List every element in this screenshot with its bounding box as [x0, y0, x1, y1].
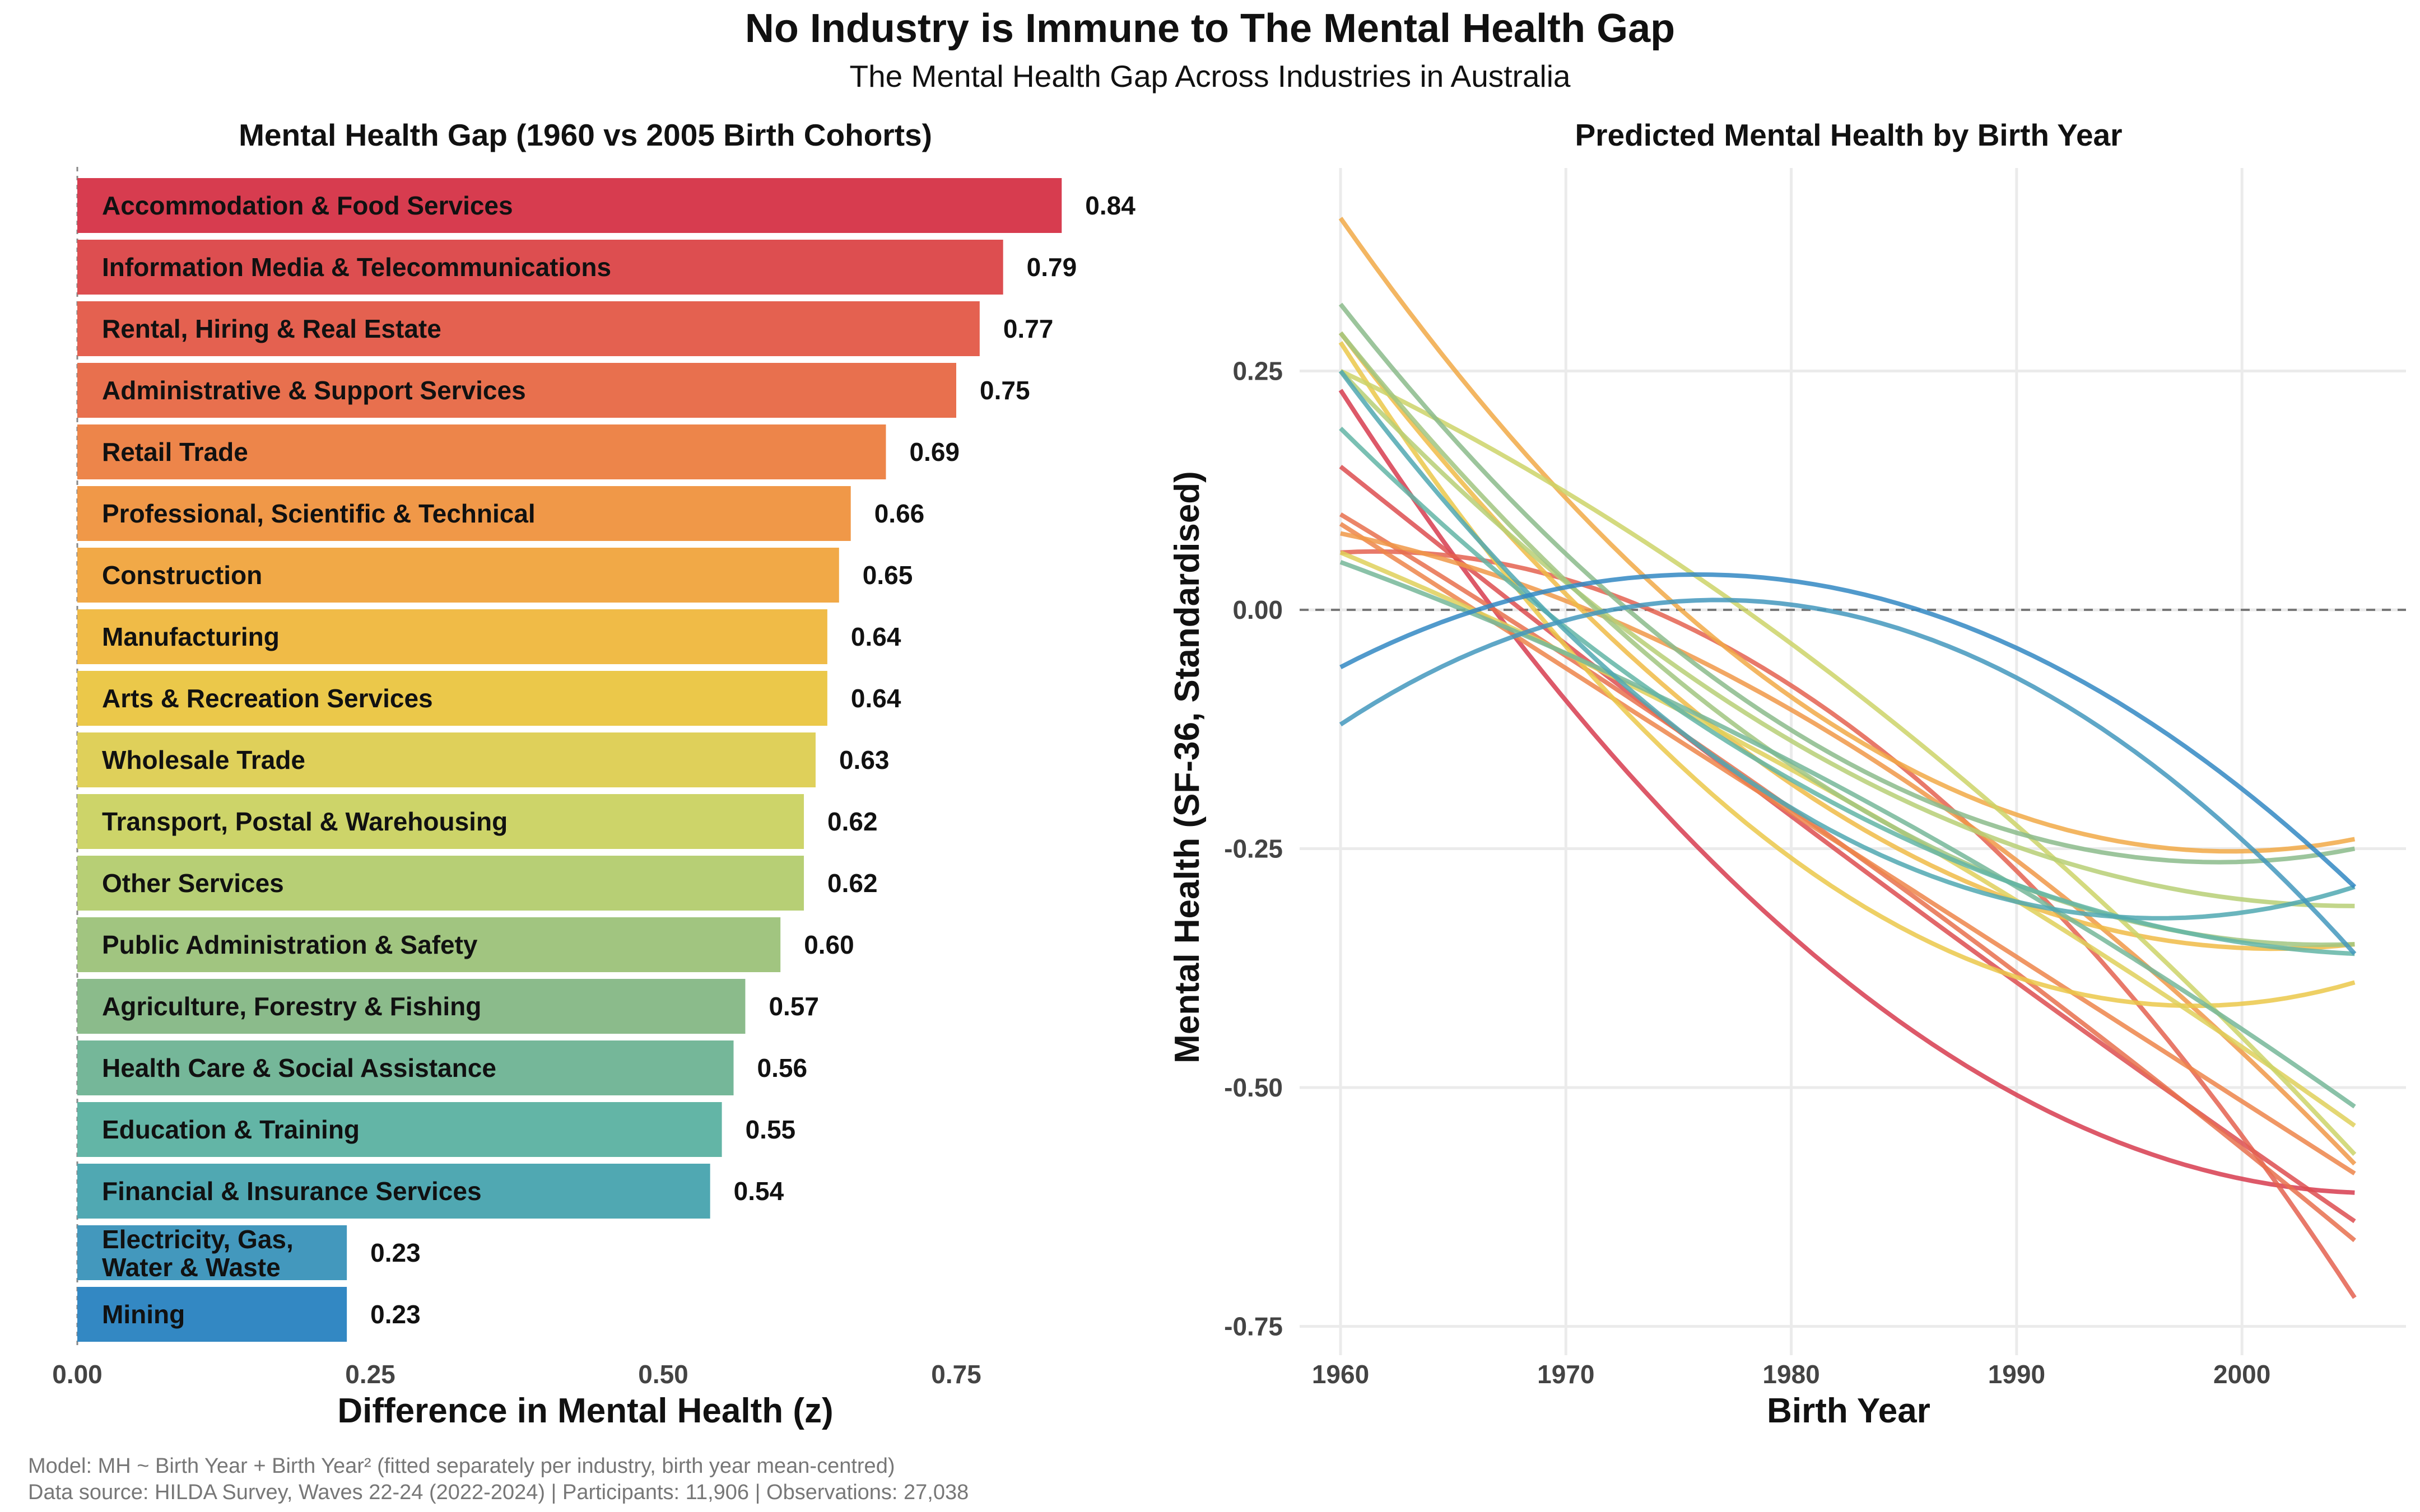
- bar-value-label: 0.55: [746, 1115, 796, 1144]
- bar-value-label: 0.60: [804, 930, 854, 959]
- bar-category-label: Manufacturing: [102, 622, 280, 651]
- bar-category-label: Information Media & Telecommunications: [102, 253, 611, 282]
- bar-category-label: Financial & Insurance Services: [102, 1177, 482, 1206]
- line-chart: 0.25 0.00 -0.25 -0.50 -0.75 1960 1970 1980 1990 2…: [1224, 168, 2406, 1389]
- x-tick-label: 1980: [1762, 1360, 1819, 1389]
- bar: [77, 240, 1003, 295]
- x-tick-label: 2000: [2213, 1360, 2270, 1389]
- footnote-source: Data source: HILDA Survey, Waves 22-24 (…: [28, 1481, 969, 1504]
- bar-value-label: 0.79: [1027, 253, 1077, 282]
- bar-category-label: Rental, Hiring & Real Estate: [102, 314, 441, 343]
- footnote-model: Model: MH ~ Birth Year + Birth Year² (fi…: [28, 1454, 895, 1478]
- bar-category-label: Arts & Recreation Services: [102, 684, 433, 713]
- bar: [77, 548, 839, 603]
- bar: [77, 301, 980, 356]
- bar-category-label: Professional, Scientific & Technical: [102, 499, 536, 528]
- bar-category-label: Other Services: [102, 869, 284, 898]
- bar-value-label: 0.75: [980, 376, 1030, 405]
- bar-value-label: 0.56: [757, 1053, 808, 1082]
- bar: [77, 178, 1062, 233]
- bar-chart-title: Mental Health Gap (1960 vs 2005 Birth Co…: [239, 118, 932, 152]
- x-tick-label: 1990: [1988, 1360, 2045, 1389]
- x-tick-label: 1960: [1312, 1360, 1369, 1389]
- bar: [77, 917, 781, 972]
- bar: [77, 732, 816, 787]
- x-tick-label: 0.25: [345, 1360, 395, 1389]
- series-line: [1339, 598, 2357, 955]
- x-tick-label: 0.00: [52, 1360, 103, 1389]
- bar: [77, 486, 851, 541]
- bar: [77, 1040, 734, 1095]
- bar-value-label: 0.64: [851, 622, 901, 651]
- series-line: [1338, 341, 2356, 1009]
- bar: [77, 1225, 347, 1280]
- series-line: [1339, 427, 2355, 956]
- y-tick-label: -0.50: [1224, 1073, 1283, 1102]
- bar-category-label: Public Administration & Safety: [102, 930, 478, 959]
- figure-title: No Industry is Immune to The Mental Heal…: [745, 6, 1675, 51]
- series-line: [1339, 368, 2357, 1156]
- bar: [77, 856, 804, 911]
- bar-x-axis-label: Difference in Mental Health (z): [337, 1392, 833, 1430]
- bar-value-label: 0.63: [839, 745, 890, 774]
- series-line: [1339, 522, 2356, 1175]
- bar: [77, 1102, 722, 1157]
- bar-category-label: Wholesale Trade: [102, 745, 305, 774]
- bar: [77, 424, 886, 479]
- line-y-axis-label: Mental Health (SF-36, Standardised): [1168, 471, 1207, 1063]
- bar-category-label-line: Electricity, Gas,: [102, 1225, 294, 1254]
- series-line: [1339, 369, 2355, 908]
- y-tick-label: -0.25: [1224, 834, 1283, 864]
- bar: [77, 671, 827, 726]
- bar: [77, 609, 827, 664]
- bar-value-label: 0.23: [370, 1300, 421, 1329]
- series-line: [1340, 549, 2357, 1299]
- bar: [77, 794, 804, 849]
- bar-value-label: 0.57: [769, 992, 819, 1021]
- bar-value-label: 0.84: [1085, 191, 1135, 220]
- series-line: [1338, 370, 2356, 921]
- bar-category-label: Education & Training: [102, 1115, 360, 1144]
- figure-subtitle: The Mental Health Gap Across Industries …: [849, 59, 1570, 94]
- x-tick-label: 0.75: [931, 1360, 981, 1389]
- bar-category-label: Retail Trade: [102, 437, 248, 466]
- series-line: [1339, 572, 2357, 889]
- bar: [77, 1287, 347, 1342]
- bar-value-label: 0.77: [1003, 314, 1054, 343]
- bar-value-label: 0.23: [370, 1238, 421, 1267]
- bar-chart: Accommodation & Food Services 0.84 Informa…: [52, 167, 1135, 1389]
- bar-category-label: Electricity, Gas, Water & Waste: [102, 1225, 294, 1282]
- bar-value-label: 0.62: [827, 869, 878, 898]
- line-x-axis-label: Birth Year: [1767, 1392, 1930, 1430]
- series-line: [1339, 559, 2356, 1109]
- x-tick-label: 1970: [1537, 1360, 1594, 1389]
- line-chart-title: Predicted Mental Health by Birth Year: [1575, 118, 2122, 152]
- x-tick-label: 0.50: [638, 1360, 688, 1389]
- bar: [77, 363, 956, 418]
- bar-category-label: Accommodation & Food Services: [102, 191, 513, 220]
- y-tick-label: 0.25: [1232, 357, 1283, 386]
- bar-category-label: Transport, Postal & Warehousing: [102, 807, 508, 836]
- series-line: [1339, 464, 2356, 1224]
- bar-category-label: Administrative & Support Services: [102, 376, 526, 405]
- bar-category-label: Health Care & Social Assistance: [102, 1053, 496, 1082]
- series-line: [1338, 217, 2356, 854]
- bar-category-label: Mining: [102, 1300, 185, 1329]
- bar-category-label: Construction: [102, 561, 262, 590]
- bar-value-label: 0.62: [827, 807, 878, 836]
- bar-value-label: 0.69: [909, 437, 960, 466]
- series-line: [1338, 302, 2356, 865]
- bar-category-label: Agriculture, Forestry & Fishing: [102, 992, 481, 1021]
- bar: [77, 1164, 710, 1219]
- bar: [77, 979, 746, 1034]
- y-tick-label: 0.00: [1232, 595, 1283, 624]
- bar-value-label: 0.66: [874, 499, 925, 528]
- bar-value-label: 0.65: [863, 561, 913, 590]
- bar-value-label: 0.64: [851, 684, 901, 713]
- bar-value-label: 0.54: [734, 1177, 784, 1206]
- bar-category-label-line: Water & Waste: [102, 1253, 281, 1282]
- y-tick-label: -0.75: [1224, 1312, 1283, 1341]
